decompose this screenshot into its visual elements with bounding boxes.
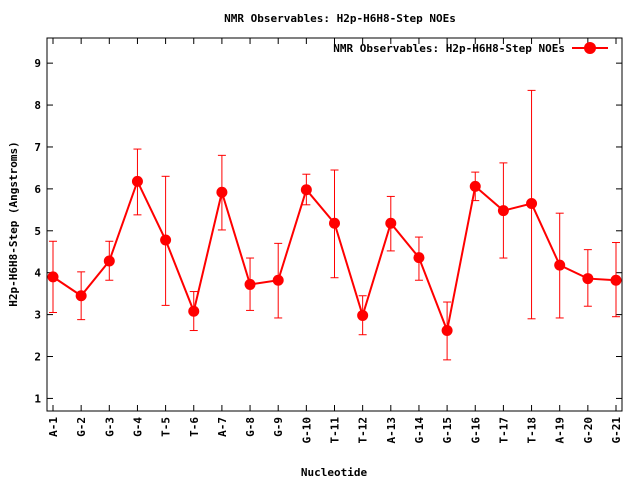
y-tick-label: 5 <box>34 225 41 238</box>
y-tick-label: 6 <box>34 183 41 196</box>
x-tick-label: G-9 <box>272 417 285 437</box>
data-point <box>329 217 340 229</box>
data-point <box>582 273 594 285</box>
x-tick-label: A-19 <box>554 417 567 444</box>
data-point <box>441 325 453 337</box>
x-tick-label: A-1 <box>47 417 60 437</box>
y-axis: 1 2 3 4 5 6 7 8 9 <box>34 57 622 405</box>
y-tick-label: 9 <box>34 57 41 70</box>
x-axis-label: Nucleotide <box>301 466 368 479</box>
x-tick-label: T-17 <box>497 417 510 444</box>
data-point <box>497 205 509 217</box>
data-point <box>357 309 369 321</box>
data-point <box>413 252 425 264</box>
data-point <box>272 274 284 286</box>
data-point <box>75 290 87 302</box>
x-tick-label: T-6 <box>188 417 201 437</box>
chart-title: NMR Observables: H2p-H6H8-Step NOEs <box>224 12 456 25</box>
x-tick-label: G-21 <box>610 417 623 444</box>
data-point <box>188 305 200 317</box>
x-tick-label: G-8 <box>244 417 257 437</box>
data-point <box>554 259 566 271</box>
data-point <box>103 255 115 267</box>
y-tick-label: 1 <box>34 392 41 405</box>
data-points <box>47 175 622 337</box>
data-point <box>526 198 538 210</box>
x-tick-label: G-10 <box>300 417 313 444</box>
y-tick-label: 8 <box>34 99 41 112</box>
data-point <box>469 180 481 192</box>
data-point <box>47 271 59 283</box>
y-tick-label: 4 <box>34 267 41 280</box>
x-axis: A-1 G-2 G-3 G-4 T-5 T-6 A-7 G-8 G-9 G-10 T-11 T-12 A… <box>47 38 623 444</box>
x-tick-label: A-13 <box>385 417 398 444</box>
x-tick-label: A-7 <box>216 417 229 437</box>
x-tick-label: G-14 <box>413 417 426 444</box>
y-axis-label: H2p-H6H8-Step (Angstroms) <box>7 141 20 307</box>
data-point <box>385 217 397 229</box>
x-tick-label: T-18 <box>526 417 539 444</box>
x-tick-label: G-3 <box>103 417 116 437</box>
data-point <box>160 234 172 246</box>
data-point <box>610 274 622 286</box>
x-tick-label: G-15 <box>441 417 454 444</box>
y-tick-label: 3 <box>34 309 41 322</box>
x-tick-label: G-2 <box>75 417 88 437</box>
x-tick-label: G-20 <box>582 417 595 444</box>
data-point <box>244 278 256 290</box>
legend-label: NMR Observables: H2p-H6H8-Step NOEs <box>333 42 565 55</box>
data-point <box>216 186 228 198</box>
y-tick-label: 2 <box>34 351 41 364</box>
legend: NMR Observables: H2p-H6H8-Step NOEs <box>333 42 608 55</box>
x-tick-label: T-11 <box>329 417 342 444</box>
x-tick-label: T-12 <box>357 417 370 444</box>
y-tick-label: 7 <box>34 141 41 154</box>
data-point <box>300 184 312 196</box>
legend-marker <box>584 42 596 54</box>
x-tick-label: G-4 <box>131 417 144 437</box>
x-tick-label: G-16 <box>469 417 482 444</box>
data-point <box>131 175 143 187</box>
x-tick-label: T-5 <box>160 417 173 437</box>
